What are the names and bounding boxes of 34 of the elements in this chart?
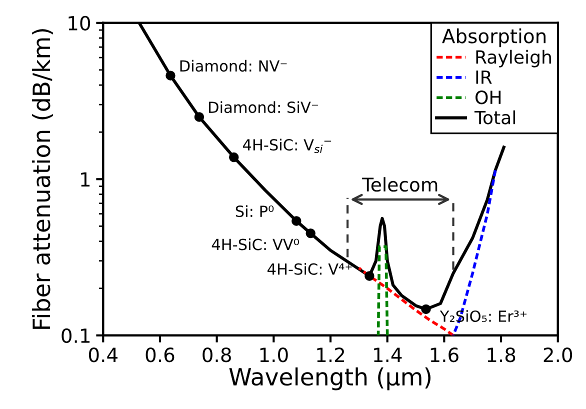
x-tick-label: 0.6	[146, 348, 174, 362]
x-tick-label: 1.2	[317, 348, 344, 362]
annotation: 4H-SiC: VV⁰	[212, 238, 299, 250]
annotation: Diamond: NV⁻	[180, 60, 287, 72]
x-axis-title: Wavelength (μm)	[229, 367, 430, 390]
x-tick-label: 1.0	[260, 348, 288, 362]
x-tick-label: 0.8	[202, 348, 231, 362]
y-tick-label: 1	[81, 172, 90, 187]
legend-label: IR	[476, 70, 492, 84]
annotation: Telecom	[362, 177, 438, 192]
y-axis-title: Fiber attenuation (dB/km)	[32, 29, 54, 329]
x-tick-label: 2.0	[544, 348, 572, 362]
point	[306, 228, 316, 238]
legend-title: Absorption	[442, 28, 546, 48]
x-tick-label: 1.6	[430, 348, 458, 362]
legend-label: Rayleigh	[476, 50, 551, 68]
annotation: 4H-SiC: V$_{si}$$^{−}$	[242, 138, 332, 154]
x-tick-label: 1.4	[374, 348, 402, 362]
point	[229, 152, 239, 162]
legend-label: Total	[474, 110, 515, 124]
point	[166, 70, 176, 80]
annotation: 4H-SiC: V⁴⁺	[268, 263, 352, 275]
point	[421, 304, 431, 314]
y-tick-label: 0.1	[62, 328, 90, 344]
annotation: Diamond: SiV⁻	[209, 101, 318, 114]
legend-label: OH	[476, 90, 501, 104]
x-tick-label: 1.8	[488, 348, 516, 362]
x-tick-label: 0.4	[88, 348, 118, 362]
annotation: Si: P⁰	[236, 205, 274, 218]
point	[292, 216, 302, 226]
y-tick-label: 10	[68, 16, 90, 31]
annotation: Y₂SiO₅: Er³⁺	[440, 310, 527, 322]
point	[364, 271, 374, 281]
point	[194, 112, 204, 122]
